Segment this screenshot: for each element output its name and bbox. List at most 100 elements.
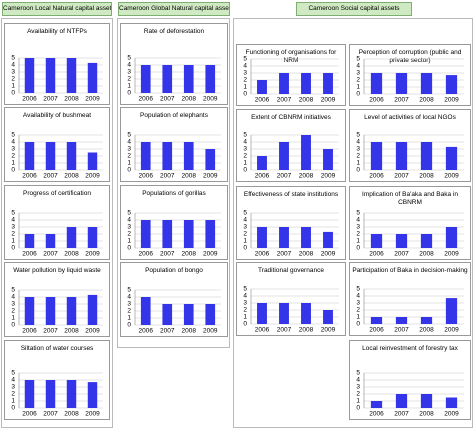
chart-title: Implication of Ba'aka and Baka in CBNRM — [362, 191, 458, 206]
y-tick-label: 2 — [356, 307, 360, 314]
y-tick-label: 4 — [11, 294, 15, 301]
bar — [205, 220, 216, 248]
x-tick-label: 2008 — [299, 251, 314, 258]
x-tick-label: 2006 — [22, 251, 37, 258]
y-tick-label: 3 — [356, 300, 360, 307]
chart-title: Availability of NTFPs — [27, 28, 87, 35]
y-tick-label: 0 — [356, 405, 360, 412]
bar — [257, 227, 267, 248]
bar — [395, 73, 408, 94]
bar — [445, 227, 458, 248]
x-tick-label: 2006 — [255, 97, 270, 104]
y-tick-label: 5 — [11, 287, 15, 294]
y-tick-label: 0 — [11, 90, 15, 97]
bar — [183, 220, 194, 248]
bar — [279, 227, 289, 248]
x-tick-label: 2009 — [444, 411, 459, 418]
y-tick-label: 4 — [243, 63, 247, 70]
y-tick-label: 4 — [356, 377, 360, 384]
x-tick-label: 2007 — [394, 173, 409, 180]
chart-title: Water pollution by liquid waste — [13, 267, 101, 274]
x-tick-label: 2009 — [85, 96, 100, 103]
bar — [140, 220, 151, 248]
y-tick-label: 3 — [11, 384, 15, 391]
y-tick-label: 0 — [127, 90, 131, 97]
bar — [323, 149, 333, 170]
y-tick-label: 1 — [127, 83, 131, 90]
bar — [395, 317, 408, 324]
bar — [301, 303, 311, 324]
bar — [183, 142, 194, 170]
x-tick-label: 2006 — [139, 96, 154, 103]
bar — [45, 142, 56, 170]
bar — [370, 73, 383, 94]
y-tick-label: 1 — [356, 238, 360, 245]
x-tick-label: 2007 — [43, 96, 58, 103]
y-tick-label: 5 — [243, 56, 247, 63]
y-tick-label: 5 — [127, 210, 131, 217]
bar — [66, 297, 77, 325]
chart-title: Traditional governance — [258, 267, 324, 274]
y-tick-label: 0 — [356, 91, 360, 98]
bar — [140, 65, 151, 93]
y-tick-label: 1 — [11, 398, 15, 405]
y-tick-label: 1 — [356, 160, 360, 167]
y-tick-label: 4 — [11, 217, 15, 224]
bar — [279, 303, 289, 324]
x-tick-label: 2006 — [369, 327, 384, 334]
y-tick-label: 3 — [11, 301, 15, 308]
chart-panel: Participation of Baka in decision-making… — [349, 262, 471, 336]
x-tick-label: 2009 — [321, 251, 336, 258]
y-tick-label: 5 — [11, 132, 15, 139]
chart-panel: Water pollution by liquid waste 0 1 2 3 4 5 200… — [4, 262, 110, 337]
bar — [24, 297, 35, 325]
x-tick-label: 2008 — [182, 251, 197, 258]
y-tick-label: 2 — [127, 76, 131, 83]
x-tick-label: 2006 — [139, 173, 154, 180]
x-tick-label: 2007 — [277, 97, 292, 104]
bar — [205, 149, 216, 170]
bar — [445, 298, 458, 324]
y-tick-label: 0 — [127, 167, 131, 174]
chart-panel: Progress of certification 0 1 2 3 4 5 2006 2007 2… — [4, 185, 110, 260]
y-tick-label: 1 — [243, 84, 247, 91]
chart-title: Perception of corruption (public and pri… — [358, 49, 462, 64]
bar — [395, 234, 408, 248]
bar — [445, 397, 458, 408]
x-tick-label: 2007 — [160, 328, 175, 335]
x-tick-label: 2008 — [419, 173, 434, 180]
y-tick-label: 0 — [243, 321, 247, 328]
bar — [66, 227, 77, 248]
bar — [279, 73, 289, 94]
y-tick-label: 1 — [356, 84, 360, 91]
x-tick-label: 2009 — [85, 251, 100, 258]
x-tick-label: 2009 — [85, 411, 100, 418]
x-tick-label: 2007 — [394, 251, 409, 258]
y-tick-label: 1 — [243, 314, 247, 321]
y-tick-label: 3 — [356, 224, 360, 231]
column-header: Cameroon Local Natural capital assets — [2, 2, 112, 16]
x-tick-label: 2008 — [419, 251, 434, 258]
chart-title: Rate of deforestation — [143, 28, 205, 35]
bar — [395, 142, 408, 170]
y-tick-label: 1 — [243, 238, 247, 245]
chart-title: Populations of gorillas — [142, 190, 206, 197]
y-tick-label: 4 — [356, 139, 360, 146]
chart-panel: Traditional governance 0 1 2 3 4 5 2006 2007 2008… — [236, 262, 346, 336]
x-tick-label: 2008 — [419, 327, 434, 334]
y-tick-label: 0 — [243, 91, 247, 98]
bar — [301, 227, 311, 248]
y-tick-label: 2 — [243, 77, 247, 84]
bar — [420, 234, 433, 248]
x-tick-label: 2007 — [43, 251, 58, 258]
bar — [370, 401, 383, 408]
y-tick-label: 2 — [127, 231, 131, 238]
y-tick-label: 2 — [127, 308, 131, 315]
x-tick-label: 2008 — [299, 173, 314, 180]
